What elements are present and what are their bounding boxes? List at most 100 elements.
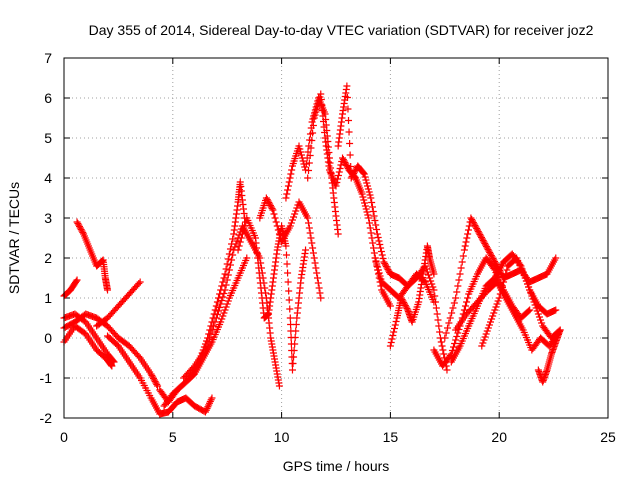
data-point [453, 333, 461, 340]
data-point [264, 197, 272, 205]
data-point [268, 205, 276, 212]
data-point [462, 238, 470, 246]
data-point [369, 239, 377, 247]
data-point [401, 300, 409, 308]
data-point [210, 322, 218, 330]
data-point [290, 347, 298, 354]
data-point [292, 207, 300, 215]
data-point [482, 243, 490, 250]
y-tick-label: 2 [44, 250, 52, 266]
data-point [290, 353, 298, 361]
data-point [374, 234, 382, 241]
x-tick-label: 20 [491, 429, 507, 445]
series-track-e [60, 310, 162, 390]
data-point [364, 211, 372, 219]
data-point [262, 194, 270, 202]
data-point [336, 165, 344, 172]
data-point [306, 152, 314, 159]
data-point [435, 322, 443, 330]
data-point [454, 282, 462, 290]
data-point [450, 299, 458, 307]
data-point [233, 237, 241, 245]
data-point [495, 294, 503, 302]
data-point [383, 264, 391, 272]
data-point [475, 229, 483, 237]
data-point [489, 312, 497, 320]
data-point [525, 283, 533, 291]
data-point [305, 219, 313, 227]
data-point [478, 234, 486, 241]
data-point [437, 338, 445, 346]
data-point [491, 258, 499, 265]
data-point [345, 128, 353, 136]
data-point [275, 230, 283, 238]
data-point [368, 203, 376, 211]
data-point [243, 254, 251, 262]
data-point [296, 145, 304, 153]
data-point [451, 340, 459, 347]
data-point [267, 203, 275, 211]
data-point [537, 316, 545, 324]
data-point [491, 306, 499, 314]
data-point [309, 244, 317, 252]
data-point [382, 263, 390, 270]
data-point [366, 191, 374, 199]
data-point [302, 246, 310, 254]
data-point [374, 263, 382, 271]
data-point [496, 290, 504, 298]
data-point [221, 306, 229, 314]
data-point [490, 309, 498, 317]
data-point [310, 254, 318, 262]
data-point [381, 260, 389, 267]
data-point [341, 159, 349, 166]
data-point [73, 276, 81, 284]
data-point [235, 242, 243, 250]
y-tick-labels: -2 -1 0 1 2 3 4 5 6 7 [40, 50, 53, 426]
data-point [224, 271, 232, 279]
data-point [201, 346, 209, 354]
data-point [485, 247, 493, 255]
data-point [301, 163, 309, 171]
data-point [136, 278, 144, 286]
data-point [488, 253, 496, 261]
data-point [359, 193, 367, 201]
x-tick-label: 10 [274, 429, 290, 445]
data-point [206, 334, 214, 342]
data-point [314, 279, 322, 287]
data-point [310, 114, 318, 122]
data-point [398, 296, 406, 303]
data-point [492, 261, 500, 268]
data-point [304, 214, 312, 222]
data-point [266, 200, 274, 208]
data-point [442, 329, 450, 337]
data-point [361, 199, 369, 207]
data-point [234, 246, 242, 254]
data-point [528, 292, 536, 300]
series-track-g [104, 332, 216, 418]
data-point [207, 330, 215, 338]
data-point [225, 266, 233, 274]
data-point [556, 326, 564, 334]
data-point [270, 210, 278, 218]
data-point [284, 182, 292, 190]
data-point [377, 244, 385, 252]
data-point [237, 234, 245, 242]
data-point [334, 172, 342, 179]
data-point [77, 226, 85, 233]
data-point [502, 270, 510, 278]
data-point [360, 170, 368, 178]
data-point [534, 310, 542, 318]
data-point [292, 321, 300, 328]
data-point [286, 305, 294, 313]
x-tick-label: 15 [383, 429, 399, 445]
data-point [151, 378, 159, 385]
data-point [285, 178, 293, 186]
data-point [238, 230, 246, 238]
data-point [263, 196, 271, 203]
data-point [222, 265, 230, 273]
data-point [302, 160, 310, 168]
data-point [527, 289, 535, 297]
data-point [533, 307, 541, 315]
data-point [361, 173, 369, 181]
data-point [299, 157, 307, 165]
